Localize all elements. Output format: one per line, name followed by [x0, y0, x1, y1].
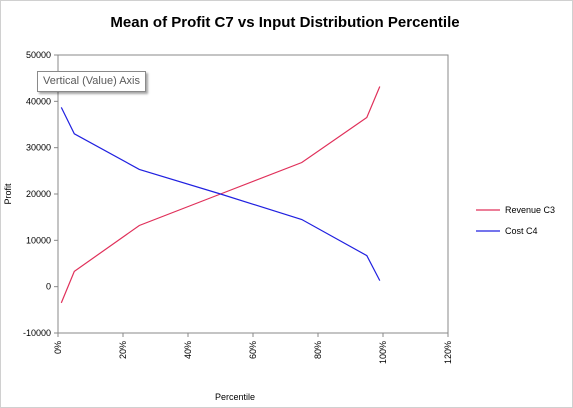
data-point[interactable] — [137, 167, 142, 172]
x-tick-label: 20% — [118, 341, 128, 359]
y-tick-label: -10000 — [23, 328, 51, 338]
y-axis-label: Profit — [3, 183, 13, 205]
x-axis[interactable]: 0% 20% 40% 60% 80% 100% 120% — [53, 333, 453, 364]
x-tick-label: 100% — [378, 341, 388, 364]
data-point[interactable] — [377, 84, 382, 89]
x-tick-label: 0% — [53, 341, 63, 354]
y-axis[interactable]: -10000 0 10000 20000 30000 40000 50000 — [23, 50, 58, 338]
data-point[interactable] — [299, 217, 304, 222]
data-point[interactable] — [364, 253, 369, 258]
y-tick-label: 40000 — [26, 96, 51, 106]
x-tick-label: 80% — [313, 341, 323, 359]
legend-label: Revenue C3 — [505, 205, 555, 215]
y-tick-label: 50000 — [26, 50, 51, 60]
series-line-2[interactable] — [60, 107, 381, 281]
data-point[interactable] — [364, 115, 369, 120]
data-point[interactable] — [59, 105, 64, 110]
data-point[interactable] — [72, 269, 77, 274]
x-tick-label: 60% — [248, 341, 258, 359]
data-point[interactable] — [218, 192, 223, 197]
x-axis-label: Percentile — [215, 392, 255, 402]
chart-title: Mean of Profit C7 vs Input Distribution … — [110, 14, 459, 31]
data-point[interactable] — [377, 278, 382, 283]
y-tick-label: 20000 — [26, 189, 51, 199]
legend[interactable]: Revenue C3 Cost C4 — [476, 205, 555, 236]
data-point[interactable] — [299, 160, 304, 165]
y-tick-label: 30000 — [26, 143, 51, 153]
axis-tooltip: Vertical (Value) Axis — [37, 71, 147, 92]
legend-label: Cost C4 — [505, 226, 538, 236]
data-point[interactable] — [137, 223, 142, 228]
y-tick-label: 0 — [46, 282, 51, 292]
y-tick-label: 10000 — [26, 235, 51, 245]
data-point[interactable] — [59, 300, 64, 305]
x-tick-label: 40% — [183, 341, 193, 359]
plot-area[interactable] — [57, 54, 449, 334]
series-layer — [59, 84, 382, 305]
data-point[interactable] — [72, 131, 77, 136]
x-tick-label: 120% — [443, 341, 453, 364]
